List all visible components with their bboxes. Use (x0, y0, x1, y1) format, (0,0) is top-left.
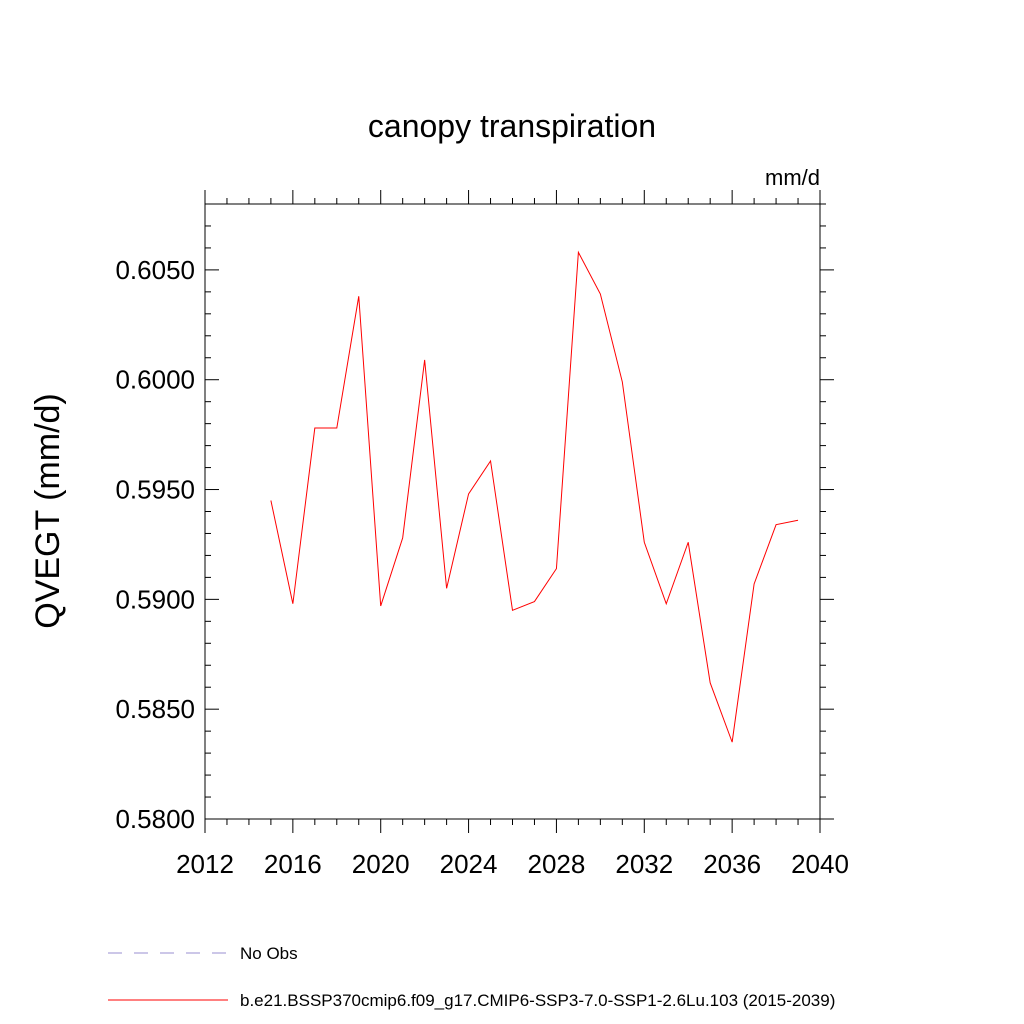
x-tick-label: 2028 (528, 849, 586, 879)
axis-tick-labels: 2012 2016 2020 2024 2028 2032 2036 2040 0.5800 0.… (115, 255, 848, 879)
units-label: mm/d (765, 165, 820, 190)
x-tick-label: 2020 (352, 849, 410, 879)
y-tick-label: 0.5900 (115, 584, 195, 614)
y-tick-label: 0.5950 (115, 475, 195, 505)
axis-ticks (204, 190, 834, 833)
plot-frame (204, 203, 821, 820)
series-line-0 (270, 250, 799, 743)
x-tick-label: 2024 (440, 849, 498, 879)
x-tick-label: 2040 (791, 849, 849, 879)
legend-label-model-run: b.e21.BSSP370cmip6.f09_g17.CMIP6-SSP3-7.… (240, 991, 835, 1010)
y-axis-label: QVEGT (mm/d) (29, 393, 67, 629)
x-tick-label: 2012 (176, 849, 234, 879)
x-tick-label: 2016 (264, 849, 322, 879)
series-layer (270, 250, 799, 743)
y-tick-label: 0.6050 (115, 255, 195, 285)
legend: No Obs b.e21.BSSP370cmip6.f09_g17.CMIP6-… (108, 944, 835, 1010)
y-tick-label: 0.5800 (115, 804, 195, 834)
x-tick-label: 2032 (615, 849, 673, 879)
y-tick-label: 0.6000 (115, 365, 195, 395)
y-tick-label: 0.5850 (115, 694, 195, 724)
legend-label-no-obs: No Obs (240, 944, 298, 963)
chart-title: canopy transpiration (368, 108, 656, 144)
x-tick-label: 2036 (703, 849, 761, 879)
